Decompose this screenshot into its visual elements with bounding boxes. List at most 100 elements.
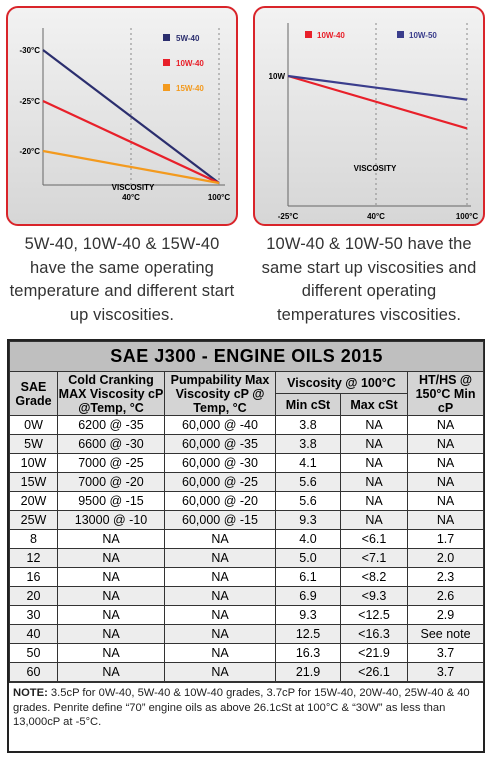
table-cell: <9.3 [340, 586, 408, 606]
table-cell: NA [406, 491, 485, 511]
table-row: 60 NA NA 21.9 <26.1 3.7 [9, 662, 485, 682]
legend-swatch-15W-40 [163, 84, 170, 91]
table-cell: 30 [9, 605, 58, 625]
table-row: 15W 7000 @ -20 60,000 @ -25 5.6 NA NA [9, 472, 485, 492]
table-cell: NA [57, 643, 165, 663]
table-cell: NA [164, 567, 276, 587]
table-cell: <7.1 [340, 548, 408, 568]
table-cell: NA [57, 586, 165, 606]
table-row: 20W 9500 @ -15 60,000 @ -20 5.6 NA NA [9, 491, 485, 511]
table-cell: NA [57, 662, 165, 682]
table-cell: NA [340, 491, 408, 511]
table-cell: <26.1 [340, 662, 408, 682]
series-line-10W-50 [287, 74, 468, 101]
table-cell: <21.9 [340, 643, 408, 663]
sae-j300-table: SAE J300 - ENGINE OILS 2015 SAE Grade Co… [8, 341, 485, 682]
table-cell: NA [164, 548, 276, 568]
table-cell: 3.8 [275, 434, 341, 454]
table-cell: 0W [9, 415, 58, 435]
note-label: NOTE: [13, 687, 48, 699]
table-cell: 25W [9, 510, 58, 530]
header-hths: HT/HS @ 150°C Min cP [406, 371, 485, 416]
table-cell: NA [406, 472, 485, 492]
series-line-5W-40 [42, 49, 220, 184]
table-title: SAE J300 - ENGINE OILS 2015 [8, 341, 485, 372]
x-tick-label: -25°C [278, 212, 299, 221]
table-cell: 60,000 @ -30 [164, 453, 276, 473]
table-cell: NA [340, 510, 408, 530]
table-cell: 1.7 [406, 529, 485, 549]
table-cell: NA [340, 415, 408, 435]
legend-label-10W-40: 10W-40 [317, 31, 345, 40]
table-cell: 60,000 @ -20 [164, 491, 276, 511]
caption-right: 10W-40 & 10W-50 have the same start up v… [261, 235, 477, 324]
table-cell: NA [57, 529, 165, 549]
table-cell: See note [406, 624, 485, 644]
table-cell: 60,000 @ -40 [164, 415, 276, 435]
table-cell: NA [164, 643, 276, 663]
table-cell: 3.8 [275, 415, 341, 435]
header-min-cst: Min cSt [275, 393, 341, 416]
table-cell: 50 [9, 643, 58, 663]
header-pumpability: Pumpability Max Viscosity cP @ Temp, °C [164, 371, 276, 416]
table-cell: 4.1 [275, 453, 341, 473]
table-cell: NA [57, 605, 165, 625]
table-cell: 12 [9, 548, 58, 568]
table-cell: NA [340, 472, 408, 492]
series-line-10W-40 [42, 100, 220, 184]
table-note: NOTE: 3.5cP for 0W-40, 5W-40 & 10W-40 gr… [9, 682, 483, 732]
table-cell: 5.6 [275, 491, 341, 511]
table-row: 16 NA NA 6.1 <8.2 2.3 [9, 567, 485, 587]
table-body: 0W 6200 @ -35 60,000 @ -40 3.8 NA NA 5W 6600 @ … [9, 415, 485, 682]
chart-left-panel: 40°C 100°C -30°C -25°C -20°C VISCOSITY 5W-40 10… [6, 6, 238, 226]
legend-label-10W-40: 10W-40 [176, 59, 204, 68]
table-row: 40 NA NA 12.5 <16.3 See note [9, 624, 485, 644]
chart-right: -25°C 40°C 100°C 10W VISCOSITY 10W-40 10W-50 [269, 23, 479, 221]
table-cell: 16.3 [275, 643, 341, 663]
legend-label-15W-40: 15W-40 [176, 84, 204, 93]
table-cell: 2.9 [406, 605, 485, 625]
table-row: 25W 13000 @ -10 60,000 @ -15 9.3 NA NA [9, 510, 485, 530]
table-cell: NA [164, 586, 276, 606]
table-cell: 3.7 [406, 643, 485, 663]
table-cell: 7000 @ -25 [57, 453, 165, 473]
y-tick-label: -30°C [19, 46, 40, 55]
x-tick-label: 40°C [122, 193, 140, 202]
chart-left: 40°C 100°C -30°C -25°C -20°C VISCOSITY 5W-40 10… [19, 28, 230, 202]
table-cell: NA [57, 548, 165, 568]
table-row: 8 NA NA 4.0 <6.1 1.7 [9, 529, 485, 549]
legend-swatch-10W-40 [163, 59, 170, 66]
table-cell: 6600 @ -30 [57, 434, 165, 454]
x-tick-label: 100°C [456, 212, 479, 221]
table-cell: NA [164, 662, 276, 682]
note-text: 3.5cP for 0W-40, 5W-40 & 10W-40 grades, … [13, 687, 470, 728]
y-tick-label: 10W [269, 72, 286, 81]
table-cell: 60,000 @ -15 [164, 510, 276, 530]
viscosity-label: VISCOSITY [354, 164, 397, 173]
table-cell: 9.3 [275, 510, 341, 530]
table-cell: 60 [9, 662, 58, 682]
x-tick-label: 40°C [367, 212, 385, 221]
table-cell: NA [164, 624, 276, 644]
table-row: 0W 6200 @ -35 60,000 @ -40 3.8 NA NA [9, 415, 485, 435]
legend-swatch-5W-40 [163, 34, 170, 41]
table-cell: 10W [9, 453, 58, 473]
table-cell: 20 [9, 586, 58, 606]
table-cell: 2.3 [406, 567, 485, 587]
table-cell: 5.6 [275, 472, 341, 492]
y-tick-label: -25°C [19, 97, 40, 106]
table-row: 50 NA NA 16.3 <21.9 3.7 [9, 643, 485, 663]
table-row: 12 NA NA 5.0 <7.1 2.0 [9, 548, 485, 568]
table-cell: NA [57, 567, 165, 587]
legend-label-5W-40: 5W-40 [176, 34, 200, 43]
table-cell: 60,000 @ -25 [164, 472, 276, 492]
table-cell: <6.1 [340, 529, 408, 549]
chart-right-panel: -25°C 40°C 100°C 10W VISCOSITY 10W-40 10W-50 [253, 6, 485, 226]
table-cell: 9.3 [275, 605, 341, 625]
caption-left: 5W-40, 10W-40 & 15W-40 have the same ope… [9, 235, 235, 324]
table-cell: 8 [9, 529, 58, 549]
table-cell: 2.6 [406, 586, 485, 606]
table-cell: 5W [9, 434, 58, 454]
header-max-cst: Max cSt [340, 393, 408, 416]
table-cell: 3.7 [406, 662, 485, 682]
